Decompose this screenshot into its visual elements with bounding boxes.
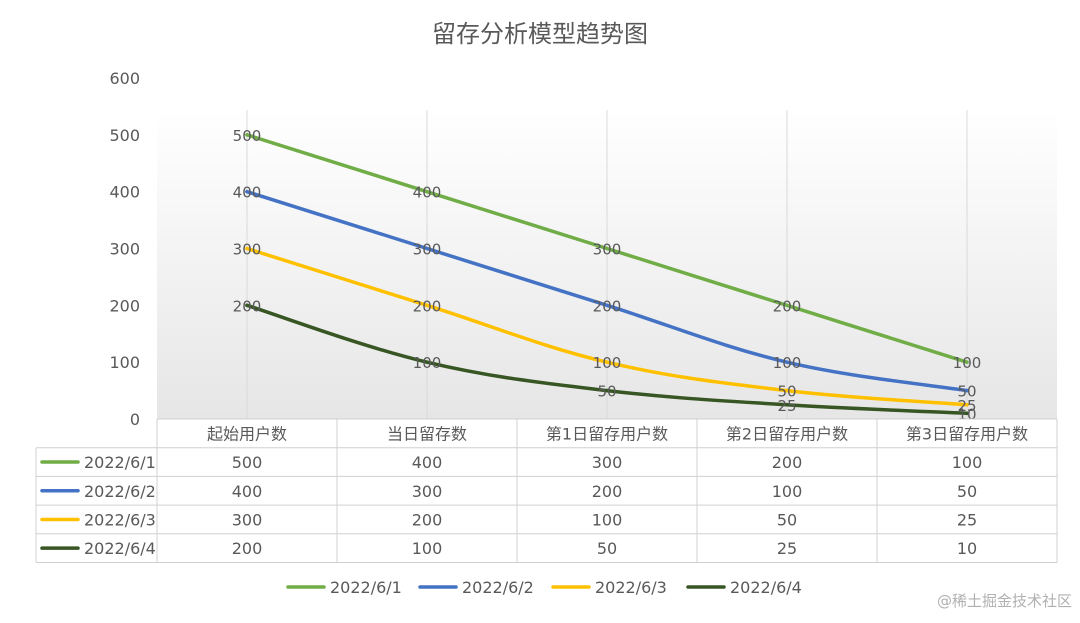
data-point <box>605 360 609 364</box>
table-cell: 300 <box>412 482 443 501</box>
data-label: 300 <box>233 241 262 259</box>
grid-lines <box>246 110 968 419</box>
data-point <box>425 360 429 364</box>
y-tick-label: 500 <box>109 126 140 145</box>
data-point <box>965 402 969 407</box>
data-label: 300 <box>593 241 622 259</box>
legend-entry: 2022/6/1 <box>330 578 402 597</box>
table-header-cell: 当日留存数 <box>387 424 467 443</box>
data-label: 25 <box>777 397 796 415</box>
y-axis: 0 100 200 300 400 500 600 <box>109 69 140 429</box>
y-tick-label: 100 <box>109 353 140 372</box>
data-label: 100 <box>413 354 442 372</box>
y-tick-label: 400 <box>109 183 140 202</box>
table-cell: 100 <box>412 539 443 558</box>
legend-entry: 2022/6/4 <box>730 578 802 597</box>
table-header-cell: 第1日留存用户数 <box>546 424 668 443</box>
table-cell: 50 <box>597 539 617 558</box>
data-label: 200 <box>773 297 802 315</box>
table-cell: 300 <box>592 453 623 472</box>
data-point <box>785 388 789 393</box>
table-cell: 300 <box>232 510 263 529</box>
data-point <box>605 246 609 251</box>
data-label: 50 <box>957 383 976 401</box>
data-point <box>425 246 429 251</box>
data-label: 25 <box>957 397 976 415</box>
series-lines <box>245 133 969 416</box>
data-point <box>785 402 789 407</box>
data-label: 400 <box>233 184 262 202</box>
legend-entry: 2022/6/2 <box>462 578 534 597</box>
table-cell: 10 <box>957 539 977 558</box>
y-tick-label: 600 <box>109 69 140 88</box>
table-cell: 200 <box>412 510 443 529</box>
legend-entry: 2022/6/3 <box>595 578 667 597</box>
legend: 2022/6/1 2022/6/2 2022/6/3 2022/6/4 <box>286 578 802 597</box>
data-point <box>785 360 789 364</box>
data-point <box>245 133 249 137</box>
data-label: 100 <box>773 354 802 372</box>
table-cell: 400 <box>412 453 443 472</box>
data-label: 50 <box>777 383 796 401</box>
table-cell: 25 <box>777 539 797 558</box>
data-label: 300 <box>413 241 442 259</box>
data-point <box>965 411 969 416</box>
table-cell: 100 <box>592 510 623 529</box>
table-row-label: 2022/6/3 <box>84 510 156 529</box>
data-point <box>425 303 429 308</box>
data-labels: 500 400 300 200 100 400 300 200 100 50 300 200 100 50… <box>233 127 982 423</box>
data-point <box>785 303 789 308</box>
data-point <box>605 388 609 393</box>
table-row-label: 2022/6/1 <box>84 453 156 472</box>
data-label: 500 <box>233 127 262 145</box>
y-tick-label: 0 <box>130 410 140 429</box>
table-cell: 25 <box>957 510 977 529</box>
table-cell: 200 <box>772 453 803 472</box>
table-header-cell: 起始用户数 <box>207 424 287 443</box>
table-cell: 400 <box>232 482 263 501</box>
y-tick-label: 300 <box>109 240 140 259</box>
data-point <box>965 360 969 364</box>
table-header-cell: 第2日留存用户数 <box>726 424 848 443</box>
data-label: 50 <box>597 383 616 401</box>
table-row-label: 2022/6/2 <box>84 482 156 501</box>
table-cell: 200 <box>592 482 623 501</box>
data-point <box>605 303 609 308</box>
data-label: 100 <box>593 354 622 372</box>
chart-title: 留存分析模型趋势图 <box>432 20 648 48</box>
data-label: 400 <box>413 184 442 202</box>
table-cell: 50 <box>777 510 797 529</box>
data-label: 200 <box>233 297 262 315</box>
data-label: 200 <box>593 297 622 315</box>
data-point <box>245 246 249 251</box>
data-label: 10 <box>957 405 976 423</box>
data-table: 起始用户数 当日留存数 第1日留存用户数 第2日留存用户数 第3日留存用户数 2022/6… <box>35 418 1058 563</box>
data-label: 200 <box>413 297 442 315</box>
data-point <box>245 303 249 308</box>
table-cell: 100 <box>772 482 803 501</box>
table-row-label: 2022/6/4 <box>84 539 156 558</box>
table-cell: 200 <box>232 539 263 558</box>
data-point <box>965 388 969 393</box>
table-cell: 100 <box>952 453 983 472</box>
data-label: 100 <box>953 354 982 372</box>
data-point <box>245 189 249 194</box>
y-tick-label: 200 <box>109 296 140 315</box>
data-point <box>425 189 429 194</box>
table-cell: 500 <box>232 453 263 472</box>
table-cell: 50 <box>957 482 977 501</box>
table-header-cell: 第3日留存用户数 <box>906 424 1028 443</box>
watermark: @稀土掘金技术社区 <box>936 592 1072 610</box>
